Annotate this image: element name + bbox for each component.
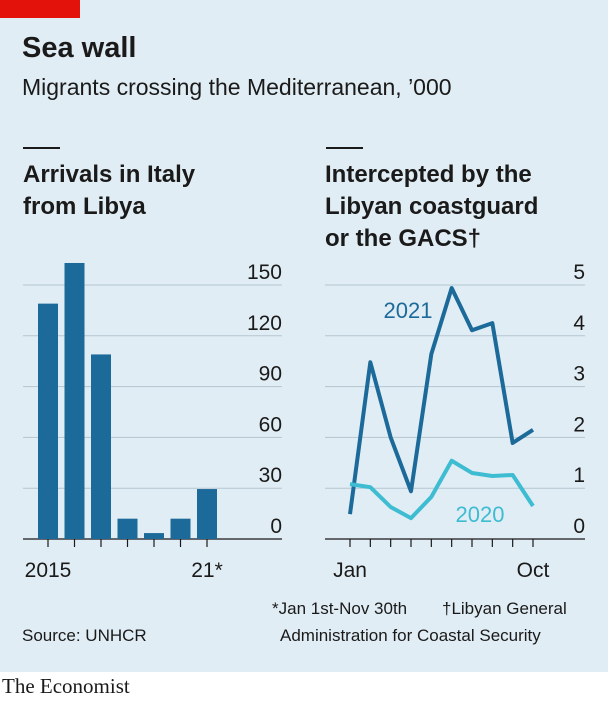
y-tick-label: 60 xyxy=(259,413,282,436)
y-tick-label: 90 xyxy=(259,363,282,386)
bar xyxy=(170,518,191,539)
y-tick-label: 1 xyxy=(573,464,585,487)
chart-subtitle: Migrants crossing the Mediterranean, ’00… xyxy=(22,74,452,100)
footnote: *Jan 1st-Nov 30th xyxy=(272,599,407,618)
y-tick-label: 0 xyxy=(573,515,585,538)
line xyxy=(349,458,535,521)
series-label: 2021 xyxy=(384,298,433,323)
x-tick-label: 21* xyxy=(191,559,223,582)
bar xyxy=(38,303,58,539)
panel-title: from Libya xyxy=(23,193,146,220)
panel-title: Intercepted by the xyxy=(325,161,532,188)
y-tick-label: 150 xyxy=(247,261,282,284)
x-tick-label: 2015 xyxy=(25,559,72,582)
line xyxy=(348,286,535,515)
y-tick-label: 3 xyxy=(573,363,585,386)
series-label: 2020 xyxy=(456,502,505,527)
bar xyxy=(91,354,111,539)
red-tab xyxy=(0,0,80,18)
bar xyxy=(64,262,85,539)
bar xyxy=(117,518,138,539)
source: Source: UNHCR xyxy=(22,626,147,645)
bar xyxy=(197,489,217,539)
x-tick-label: Jan xyxy=(333,559,367,582)
footnote: Administration for Coastal Security xyxy=(280,626,541,645)
footnote: †Libyan General xyxy=(442,599,567,618)
y-tick-label: 0 xyxy=(270,515,282,538)
brand: The Economist xyxy=(2,674,130,698)
y-tick-label: 120 xyxy=(247,312,282,335)
y-tick-label: 4 xyxy=(573,312,585,335)
panel-title: Arrivals in Italy xyxy=(23,161,196,188)
bar xyxy=(144,533,164,539)
panel-title: or the GACS† xyxy=(325,225,481,252)
x-tick-label: Oct xyxy=(517,559,550,582)
panel-title: Libyan coastguard xyxy=(325,193,538,220)
chart-title: Sea wall xyxy=(22,32,136,64)
y-tick-label: 5 xyxy=(573,261,585,284)
y-tick-label: 30 xyxy=(259,464,282,487)
y-tick-label: 2 xyxy=(573,413,585,436)
